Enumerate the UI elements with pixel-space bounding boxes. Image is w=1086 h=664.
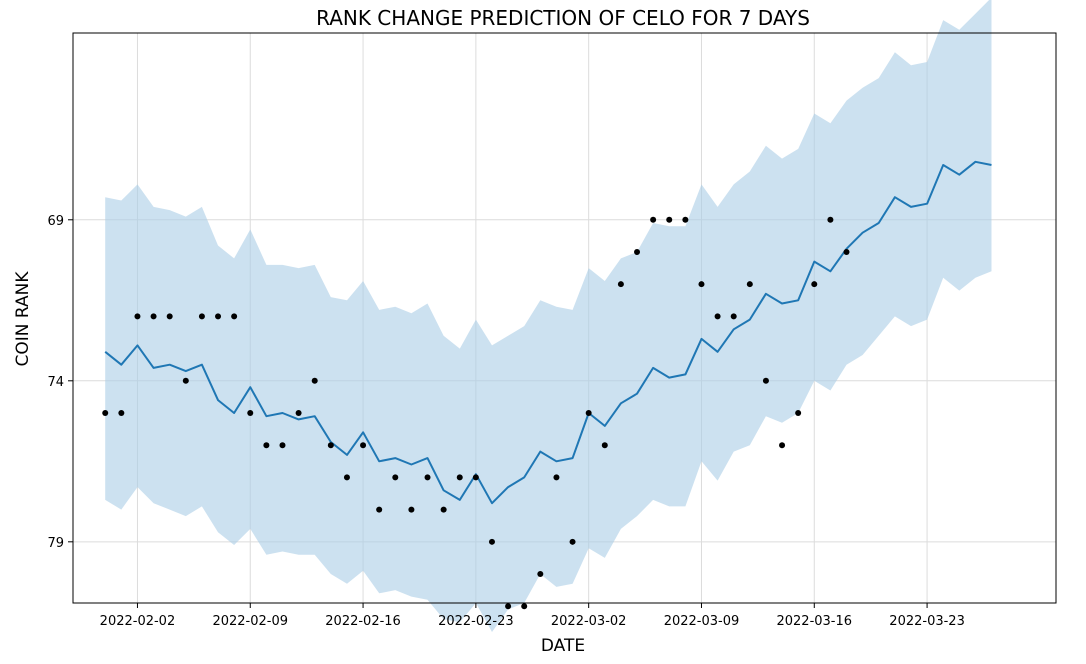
observed-point [150, 313, 157, 320]
observed-point [424, 474, 431, 481]
observed-point [392, 474, 399, 481]
plot-frame [72, 32, 1057, 604]
observed-point [231, 313, 238, 320]
observed-point [440, 506, 447, 513]
y-tick-label: 79 [47, 536, 64, 551]
observed-point [601, 442, 608, 449]
observed-point [811, 281, 818, 288]
observed-point [521, 603, 528, 610]
observed-point [795, 410, 802, 416]
observed-point [360, 442, 367, 449]
y-axis-ticks: 69 74 79 [47, 214, 73, 551]
observed-point [472, 474, 479, 481]
observed-point [682, 216, 689, 223]
uncertainty-band-layer [105, 0, 992, 632]
observed-point [215, 313, 222, 320]
observed-point [505, 603, 512, 610]
observed-point [762, 377, 769, 384]
observed-point [247, 410, 254, 416]
observed-point [617, 281, 624, 288]
x-tick-label: 2022-03-23 [889, 614, 965, 629]
observed-point [488, 538, 495, 545]
x-tick-label: 2022-03-02 [551, 614, 627, 629]
observed-point [650, 216, 657, 223]
observed-point [843, 248, 850, 255]
observed-point [279, 442, 286, 449]
observed-point [714, 313, 721, 320]
observed-point [779, 442, 786, 449]
observed-point [827, 216, 834, 223]
observed-point [634, 248, 641, 255]
x-tick-label: 2022-03-16 [776, 614, 852, 629]
x-tick-label: 2022-02-23 [438, 614, 514, 629]
observed-point [730, 313, 737, 320]
x-tick-label: 2022-03-09 [664, 614, 740, 629]
y-tick-label: 74 [47, 375, 64, 390]
observed-points-layer [102, 216, 850, 610]
observed-point [666, 216, 673, 223]
observed-point [456, 474, 463, 481]
observed-point [198, 313, 205, 320]
x-tick-label: 2022-02-16 [325, 614, 401, 629]
observed-point [263, 442, 270, 449]
observed-point [102, 410, 109, 416]
observed-point [327, 442, 334, 449]
uncertainty-band [105, 0, 992, 632]
y-axis-label: COIN RANK [13, 271, 33, 367]
observed-point [311, 377, 318, 384]
x-axis-ticks: 2022-02-02 2022-02-09 2022-02-16 2022-02-23… [100, 603, 965, 629]
observed-point [698, 281, 705, 288]
observed-point [295, 410, 302, 416]
observed-point [569, 538, 576, 545]
observed-point [585, 410, 592, 416]
observed-point [746, 281, 753, 288]
observed-point [343, 474, 350, 481]
x-tick-label: 2022-02-02 [100, 614, 176, 629]
y-tick-label: 69 [47, 214, 64, 229]
x-tick-label: 2022-02-09 [212, 614, 288, 629]
x-axis-label: DATE [541, 636, 585, 656]
observed-point [118, 410, 125, 416]
observed-point [134, 313, 141, 320]
chart-title: RANK CHANGE PREDICTION OF CELO FOR 7 DAY… [316, 6, 810, 30]
observed-point [408, 506, 415, 513]
observed-point [376, 506, 383, 513]
observed-point [537, 571, 544, 578]
observed-point [553, 474, 560, 481]
observed-point [166, 313, 173, 320]
observed-point [182, 377, 189, 384]
